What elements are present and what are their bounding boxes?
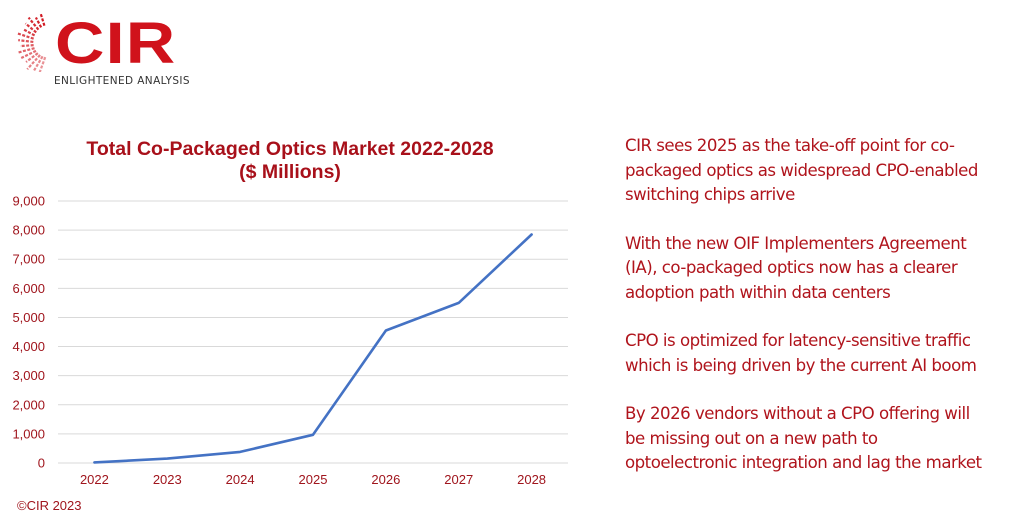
commentary-notes: CIR sees 2025 as the take-off point for … [625,134,1024,500]
line-chart: 0 1,000 2,000 3,000 4,000 5,000 6,000 7,000 8,00… [12,194,568,487]
logo-swirl-stroke [32,55,44,72]
note-paragraph: CPO is optimized for latency-sensitive t… [625,331,977,375]
logo-swirl-stroke [39,13,46,26]
y-tick-label: 5,000 [12,310,45,325]
y-tick-label: 4,000 [12,339,45,354]
x-tick-label: 2027 [444,472,473,487]
series [93,233,533,464]
logo-swirl-stroke [25,52,39,63]
note-paragraph: With the new OIF Implementers Agreement … [625,233,967,302]
gridlines [58,200,568,464]
y-tick-label: 9,000 [12,194,45,209]
chart-title: Total Co-Packaged Optics Market 2022-202… [60,138,520,184]
x-tick-label: 2024 [226,472,255,487]
logo-swirl-stroke [26,54,41,71]
chart-subtitle: ($ Millions) [239,161,341,183]
x-tick-label: 2026 [371,472,400,487]
logo-swirl-stroke [16,47,35,54]
copyright-notice: ©CIR 2023 [17,498,82,513]
y-tick-label: 3,000 [12,368,45,383]
logo-tagline: ENLIGHTENED ANALYSIS [54,75,190,87]
y-tick-label: 6,000 [12,281,45,296]
logo-swirl-stroke [20,49,37,60]
y-tick-label: 7,000 [12,252,45,267]
chart-title-main: Total Co-Packaged Optics Market 2022-202… [86,138,494,160]
y-tick-label: 0 [38,456,45,471]
x-axis-ticks: 2022 2023 2024 2025 2026 2027 2028 [80,472,546,487]
logo-swirl-stroke [19,44,34,48]
note-paragraph: CIR sees 2025 as the take-off point for … [625,136,978,204]
logo-swirl-icon [16,13,47,72]
logo-swirl-stroke [38,56,47,72]
logo-swirl-stroke [24,22,37,34]
x-tick-label: 2023 [153,472,182,487]
logo-swirl-stroke [27,16,40,31]
x-tick-label: 2025 [299,472,328,487]
y-axis-ticks: 0 1,000 2,000 3,000 4,000 5,000 6,000 7,000 8,00… [12,194,45,471]
x-tick-label: 2028 [517,472,546,487]
y-tick-label: 2,000 [12,397,45,412]
logo-swirl-stroke [23,28,36,37]
logo-wordmark: CIR [55,11,177,76]
cir-logo: CIR ENLIGHTENED ANALYSIS [6,10,190,87]
y-tick-label: 1,000 [12,426,45,441]
logo-swirl-stroke [34,16,43,28]
y-tick-label: 8,000 [12,223,45,238]
logo-swirl-stroke [18,39,34,44]
series-line [93,233,533,464]
logo-swirl-stroke [17,32,34,40]
note-paragraph: By 2026 vendors without a CPO offering w… [625,404,982,472]
x-tick-label: 2022 [80,472,109,487]
